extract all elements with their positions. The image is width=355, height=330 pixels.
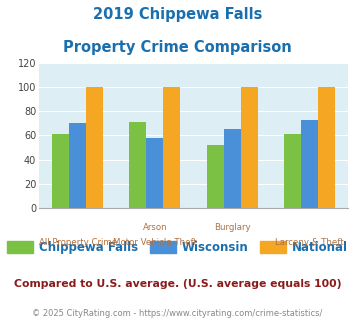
Bar bbox=[207, 145, 224, 208]
Bar bbox=[318, 87, 335, 208]
Bar bbox=[241, 87, 258, 208]
Bar bbox=[86, 87, 103, 208]
Legend: Chippewa Falls, Wisconsin, National: Chippewa Falls, Wisconsin, National bbox=[2, 236, 353, 259]
Bar bbox=[224, 129, 241, 208]
Text: Compared to U.S. average. (U.S. average equals 100): Compared to U.S. average. (U.S. average … bbox=[14, 279, 341, 289]
Bar bbox=[284, 134, 301, 208]
Text: Larceny & Theft: Larceny & Theft bbox=[275, 238, 344, 247]
Text: © 2025 CityRating.com - https://www.cityrating.com/crime-statistics/: © 2025 CityRating.com - https://www.city… bbox=[32, 309, 323, 318]
Text: Arson: Arson bbox=[143, 223, 167, 232]
Bar bbox=[52, 134, 69, 208]
Text: 2019 Chippewa Falls: 2019 Chippewa Falls bbox=[93, 7, 262, 22]
Text: All Property Crime: All Property Crime bbox=[39, 238, 117, 247]
Text: Motor Vehicle Theft: Motor Vehicle Theft bbox=[113, 238, 197, 247]
Text: Property Crime Comparison: Property Crime Comparison bbox=[63, 40, 292, 55]
Bar bbox=[69, 123, 86, 208]
Bar bbox=[163, 87, 180, 208]
Bar bbox=[146, 138, 163, 208]
Bar bbox=[301, 119, 318, 208]
Bar bbox=[129, 122, 146, 208]
Text: Burglary: Burglary bbox=[214, 223, 250, 232]
